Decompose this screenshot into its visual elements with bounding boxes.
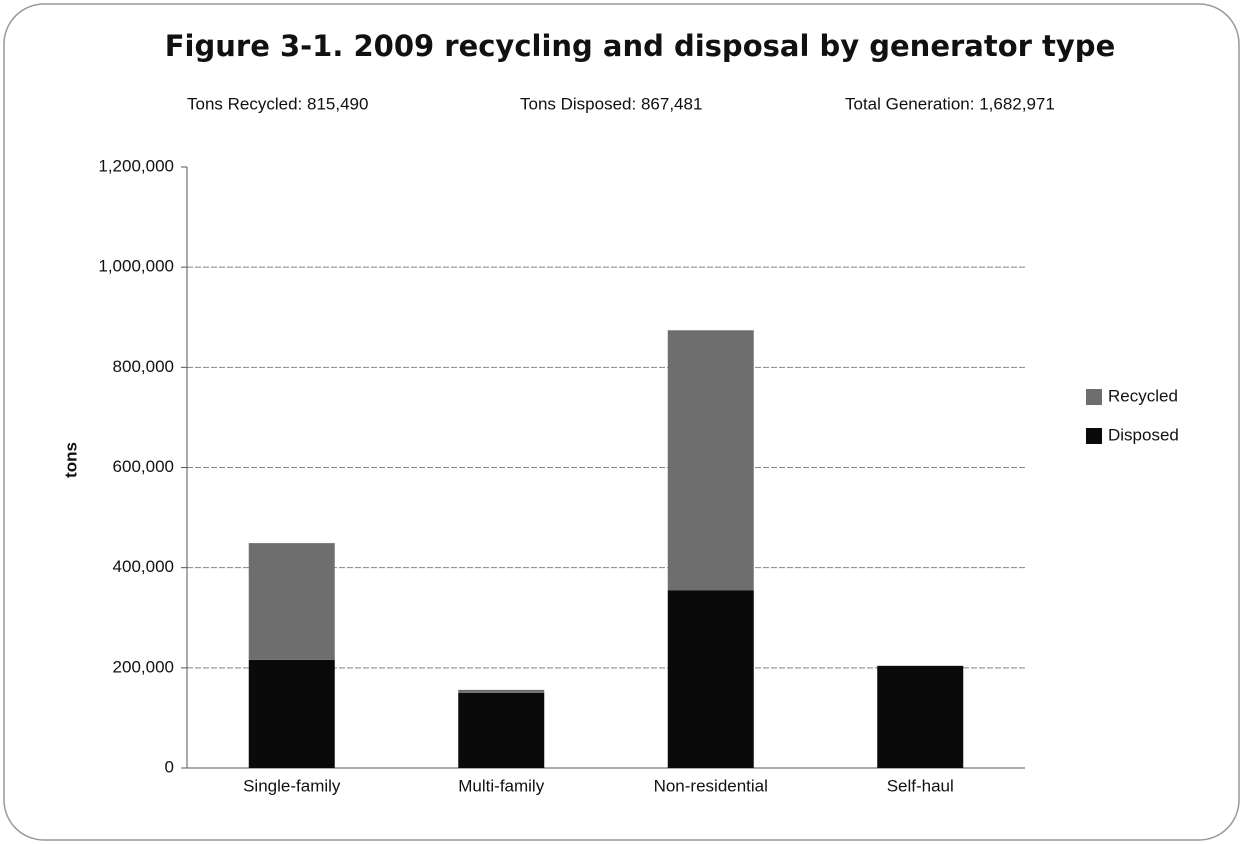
y-tick-label: 1,200,000 [98,156,174,175]
y-tick-label: 0 [165,757,174,776]
y-tick-label: 400,000 [113,557,174,576]
y-tick-label: 800,000 [113,357,174,376]
summary: Tons Recycled: 815,490 [187,94,368,113]
legend-label: Recycled [1108,386,1178,405]
bar-segment [458,689,545,693]
summary: Total Generation: 1,682,971 [845,94,1055,113]
x-tick-label: Single-family [243,776,341,795]
frame [3,3,1240,841]
x-tick-label: Non-residential [654,776,768,795]
bar-segment [667,590,754,768]
bar-segment [667,330,754,591]
bar-segment [458,692,545,768]
x-tick-label: Multi-family [458,776,544,795]
x-tick-label: Self-haul [887,776,954,795]
y-tick-label: 600,000 [113,457,174,476]
legend-swatch [1086,389,1102,405]
bar-segment [877,665,964,768]
legend-label: Disposed [1108,425,1179,444]
y-axis-label: tons [61,442,80,478]
chart-title: Figure 3-1. 2009 recycling and disposal … [165,29,1116,63]
bar-segment [248,543,335,660]
legend-swatch [1086,428,1102,444]
bar-segment [248,659,335,768]
y-tick-label: 200,000 [113,657,174,676]
summary: Tons Disposed: 867,481 [520,94,702,113]
y-tick-label: 1,000,000 [98,257,174,276]
